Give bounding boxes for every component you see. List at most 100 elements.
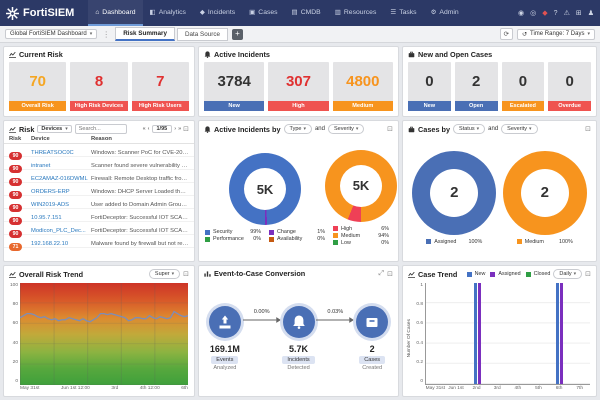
nav-item-admin[interactable]: ⚙ Admin <box>424 0 466 26</box>
line-chart-icon <box>9 51 16 58</box>
expand-icon[interactable]: ⊡ <box>183 271 189 278</box>
stat-card-medium[interactable]: 4800 Medium <box>332 62 393 111</box>
donut-center: 5K <box>244 168 286 210</box>
device-link[interactable]: 192.168.22.10 <box>31 241 69 247</box>
x-tick: 3rd <box>111 386 119 391</box>
time-range-select[interactable]: ↺ Time Range: 7 Days ▾ <box>516 28 595 40</box>
dashboard-grid: Current Risk 70 Overall Risk 8 High Risk De… <box>0 43 600 400</box>
expand-icon[interactable]: ⊡ <box>585 126 591 133</box>
panel-title: Active Incidents <box>214 50 270 59</box>
page-indicator[interactable]: 1/95 <box>151 125 173 133</box>
last-page-icon[interactable]: » <box>178 126 182 132</box>
watch-icon[interactable]: ◎ <box>530 10 537 17</box>
next-page-icon[interactable]: › <box>174 126 177 132</box>
donut-chart: 2 Assigned 100% <box>412 150 497 245</box>
group-by-type-select[interactable]: Type ▾ <box>283 124 312 134</box>
tab-risk-summary[interactable]: Risk Summary <box>115 27 175 41</box>
add-tab-button[interactable]: + <box>231 28 243 40</box>
chevron-down-icon: ▾ <box>476 126 480 132</box>
org-select[interactable]: Super ▾ <box>148 269 181 279</box>
bar-new <box>555 283 559 384</box>
chevron-down-icon: ▾ <box>65 126 68 132</box>
arrow-right-icon <box>242 316 281 323</box>
current-risk-cards: 70 Overall Risk 8 High Risk Devices 7 High Ri… <box>4 61 194 116</box>
expand-icon[interactable]: ⊡ <box>585 271 591 278</box>
device-link[interactable]: intranet <box>31 163 51 169</box>
nav-item-tasks[interactable]: ☰ Tasks <box>383 0 423 26</box>
group-by-severity-select[interactable]: Severity ▾ <box>327 124 365 134</box>
bar-group-3rd <box>488 283 509 384</box>
device-link[interactable]: ORDERS-ERP <box>31 189 70 195</box>
brand-logo[interactable]: FortiSIEM <box>6 6 74 20</box>
nav-item-analytics[interactable]: ◧ Analytics <box>143 0 193 26</box>
conversion-arrow: 0.03% <box>316 309 355 324</box>
user-icon[interactable]: ♟ <box>587 10 594 17</box>
stage-sublabel: Detected <box>287 364 310 371</box>
nav-item-cmdb[interactable]: ▤ CMDB <box>285 0 328 26</box>
arrow-right-icon <box>316 316 355 323</box>
table-row[interactable]: 90 10.95.7.151 FortiDeceptor: Successful I… <box>4 209 194 225</box>
stat-card-open[interactable]: 2 Open <box>454 62 498 111</box>
device-link[interactable]: EC2AMAZ-016DWML <box>31 176 88 182</box>
risk-score-badge: 90 <box>9 178 22 186</box>
risk-cell: 90 <box>9 196 31 214</box>
stat-card-escalated[interactable]: 0 Escalated <box>501 62 545 111</box>
table-row[interactable]: 90 ORDERS-ERP Windows: DHCP Server Loaded … <box>4 183 194 199</box>
first-page-icon[interactable]: « <box>142 126 146 132</box>
nav-item-incidents[interactable]: ◆ Incidents <box>193 0 242 26</box>
stat-value: 0 <box>425 73 434 90</box>
device-link[interactable]: THREATSOC0C <box>31 150 74 156</box>
legend-item-closed: Closed <box>525 271 550 277</box>
table-row[interactable]: 90 THREATSOC0C Windows: Scanner PoC for CV… <box>4 144 194 160</box>
search-input[interactable] <box>74 124 127 134</box>
prev-page-icon[interactable]: ‹ <box>147 126 150 132</box>
cases-icon: ▣ <box>249 9 256 16</box>
panel-new-open-cases-header: New and Open Cases <box>403 47 596 61</box>
device-link[interactable]: WIN2019-ADS <box>31 202 70 208</box>
panel-title: Case Trend <box>418 269 458 279</box>
panel-case-trend: Case Trend New Assigned Closed Daily ▾ ⊡ N… <box>402 265 597 397</box>
x-tick: 6th <box>555 386 563 391</box>
legend-label: Change <box>277 229 296 235</box>
nav-item-resources[interactable]: ▥ Resources <box>328 0 384 26</box>
stat-card-high-risk-users[interactable]: 7 High Risk Users <box>131 62 189 111</box>
chevron-down-icon: ▾ <box>89 31 93 37</box>
y-axis-title: Number Of Cases <box>406 319 412 358</box>
tab-data-source[interactable]: Data Source <box>176 27 228 41</box>
location-icon[interactable]: ◉ <box>518 10 525 17</box>
bar-group-2nd <box>467 283 488 384</box>
device-link[interactable]: Modicon_PLC_Dec... <box>31 228 86 234</box>
group-by-status-select[interactable]: Status ▾ <box>453 124 486 134</box>
warning-icon[interactable]: ⚠ <box>563 10 570 17</box>
device-link[interactable]: 10.95.7.151 <box>31 215 62 221</box>
stat-card-overall-risk[interactable]: 70 Overall Risk <box>9 62 67 111</box>
stat-card-high-risk-devices[interactable]: 8 High Risk Devices <box>70 62 128 111</box>
table-row[interactable]: 90 WIN2019-ADS User added to Domain Admin … <box>4 196 194 212</box>
help-icon[interactable]: ? <box>553 9 558 17</box>
expand-icon[interactable]: ⊡ <box>183 126 189 133</box>
and-label: and <box>314 126 325 132</box>
risk-filter-select[interactable]: Devices ▾ <box>37 125 72 133</box>
expand-icon[interactable]: ⊡ <box>387 270 393 278</box>
table-row[interactable]: 90 Modicon_PLC_Dec... FortiDeceptor: Succe… <box>4 222 194 238</box>
interval-select[interactable]: Daily ▾ <box>553 269 583 279</box>
apps-icon[interactable]: ⊞ <box>575 10 582 17</box>
group-by-severity-select[interactable]: Severity ▾ <box>501 124 538 134</box>
table-row[interactable]: 90 intranet Scanner found severe vulnerabi… <box>4 157 194 173</box>
refresh-button[interactable]: ⟳ <box>499 28 513 40</box>
notification-icon[interactable]: ◆ <box>542 10 548 17</box>
expand-icon[interactable]: ⊡ <box>387 126 393 133</box>
popout-icon[interactable]: ⤢ <box>378 269 385 277</box>
table-row[interactable]: 71 192.168.22.10 Malware found by firewall… <box>4 235 194 251</box>
stat-card-high[interactable]: 307 High <box>268 62 329 111</box>
legend-percent: 94% <box>378 232 389 239</box>
select-label: Status <box>459 126 475 132</box>
dashboard-select[interactable]: Global FortiSIEM Dashboard ▾ <box>5 29 98 39</box>
stat-card-overdue[interactable]: 0 Overdue <box>548 62 591 111</box>
nav-item-dashboard[interactable]: ⌂ Dashboard <box>88 0 143 26</box>
nav-item-cases[interactable]: ▣ Cases <box>242 0 284 26</box>
table-row[interactable]: 90 EC2AMAZ-016DWML Firewall: Remote Deskto… <box>4 170 194 186</box>
stat-card-new[interactable]: 3784 New <box>204 62 265 111</box>
risk-score-badge: 90 <box>9 230 22 238</box>
stat-card-new[interactable]: 0 New <box>408 62 451 111</box>
